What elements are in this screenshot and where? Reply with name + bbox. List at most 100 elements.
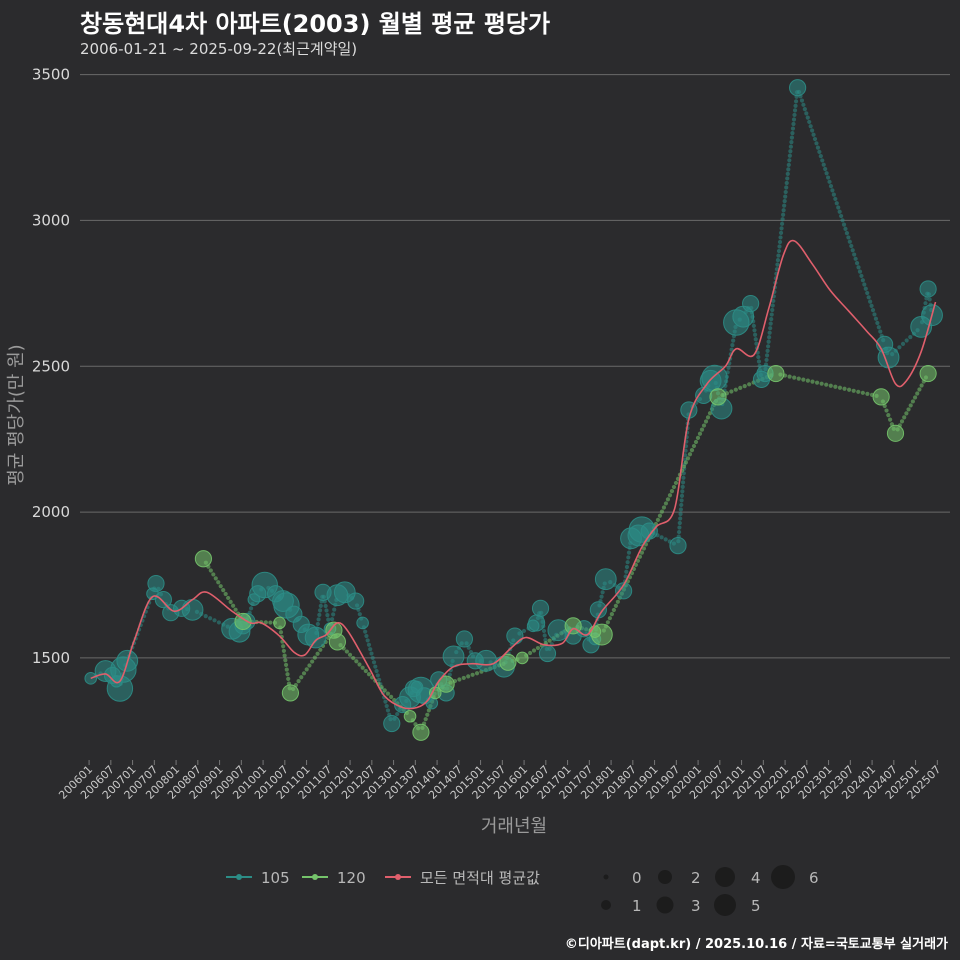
trend-dot [676, 529, 682, 535]
trend-dot [531, 648, 537, 653]
trend-dot [844, 231, 850, 236]
trend-dot [811, 132, 816, 137]
trend-dot [810, 128, 815, 133]
trend-dot [830, 188, 835, 193]
trend-dot [423, 717, 428, 722]
trend-dot [680, 484, 685, 489]
trend-dot [304, 667, 309, 672]
trend-dot [679, 498, 684, 503]
x-axis-label: 거래년월 [481, 816, 547, 837]
trend-dot [211, 572, 216, 577]
trend-dot [856, 389, 861, 394]
trend-dot [637, 554, 643, 559]
trend-dot [613, 603, 618, 608]
trend-dot [283, 658, 288, 663]
trend-dot [657, 513, 663, 518]
trend-dot [801, 377, 806, 382]
trend-dot [543, 637, 548, 643]
trend-dot [296, 679, 301, 684]
legend-size-label: 0 [632, 869, 642, 887]
trend-dot [860, 278, 865, 283]
data-point-120 [590, 623, 613, 646]
trend-dot [812, 136, 818, 142]
trend-dot [681, 475, 686, 480]
trend-dot [330, 617, 335, 622]
chart-subtitle: 2006-01-21 ~ 2025-09-22(최근계약일) [80, 40, 358, 58]
trend-dot [865, 290, 870, 296]
trend-dot [221, 588, 226, 593]
trend-dot [802, 106, 807, 112]
series-average-line [90, 239, 937, 710]
trend-dot [842, 386, 847, 391]
trend-dot [384, 703, 389, 709]
trend-dot [299, 675, 304, 680]
trend-dot [833, 384, 838, 389]
trend-dot [828, 383, 833, 388]
trend-dot [370, 655, 375, 661]
trend-dot [789, 135, 795, 140]
data-point-105 [147, 574, 165, 593]
data-point-105 [615, 582, 633, 600]
data-point-105 [789, 79, 807, 97]
data-point-120 [872, 388, 890, 406]
data-point-120 [919, 364, 937, 383]
trend-dot [786, 162, 791, 167]
legend-size-dot [771, 865, 795, 889]
trend-dot [639, 550, 645, 555]
legend-swatch-dot [236, 874, 242, 880]
data-point-105 [742, 294, 760, 313]
trend-dot [927, 297, 932, 302]
trend-dot [875, 320, 880, 326]
trend-dot [910, 399, 915, 404]
trend-dot [776, 248, 782, 254]
trend-dot [754, 341, 759, 346]
trend-dot [230, 603, 236, 608]
trend-dot [753, 332, 758, 337]
legend-size-label: 4 [751, 869, 761, 887]
trend-dot [281, 644, 286, 649]
trend-dot [778, 230, 784, 235]
legend-label: 105 [261, 869, 290, 887]
y-tick-label: 2000 [32, 503, 70, 521]
legend-label: 120 [337, 869, 366, 887]
data-point-105 [455, 630, 474, 648]
trend-dot [324, 608, 329, 613]
trend-dot [371, 660, 377, 665]
data-point-105 [538, 644, 557, 663]
trend-dot [213, 576, 218, 581]
x-tick-labels: 2006012006072007012007072008012008072009… [56, 760, 943, 802]
trend-dot [663, 537, 668, 542]
trend-dot [789, 140, 794, 145]
trend-dot [866, 295, 871, 300]
trend-dot [679, 502, 684, 508]
trend-dot [363, 629, 368, 634]
trend-dot [766, 344, 771, 349]
trend-dot [780, 217, 785, 222]
trend-dot [316, 617, 321, 622]
trend-dot [919, 383, 924, 388]
trend-dot [655, 517, 661, 522]
trend-dot [310, 659, 315, 664]
trend-dot [685, 456, 691, 461]
trend-dot [833, 196, 838, 202]
trend-dot [680, 489, 685, 494]
trend-dot [770, 303, 775, 308]
trend-dot [764, 357, 769, 363]
trend-dot [729, 389, 734, 394]
trend-dot [605, 620, 610, 625]
trend-dot [357, 662, 362, 667]
trend-dot [332, 607, 337, 612]
trend-dot [678, 507, 683, 512]
trend-dot [373, 664, 378, 669]
trend-dot [897, 345, 902, 350]
legend-size-label: 2 [691, 869, 701, 887]
data-point-120 [767, 364, 785, 383]
trend-dot [786, 167, 791, 172]
y-axis-label: 평균 평당가(만 원) [6, 344, 27, 485]
trend-dot [862, 282, 867, 287]
trend-dot [791, 121, 796, 127]
trend-dot [680, 480, 686, 485]
trend-dot [846, 235, 851, 240]
trend-dot [878, 329, 883, 334]
trend-dot [665, 497, 671, 502]
